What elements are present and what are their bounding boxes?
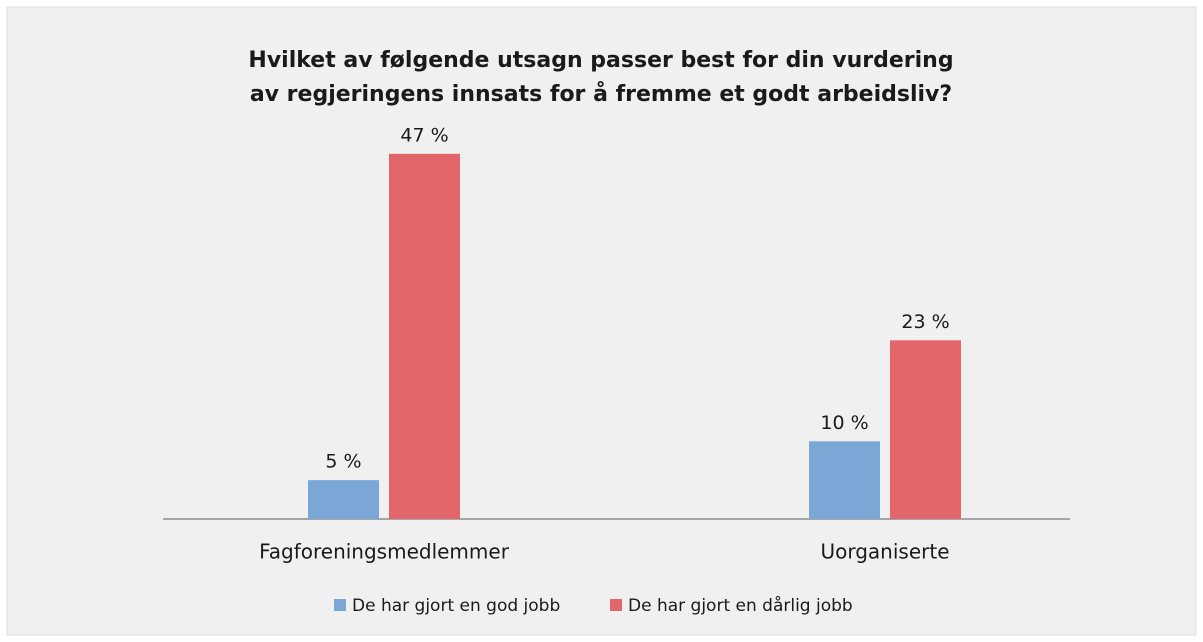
bar [890,340,961,519]
chart-title: Hvilket av følgende utsagn passer best f… [248,48,953,73]
legend-swatch [610,599,622,611]
data-label: 5 % [325,451,361,473]
legend-label: De har gjort en god jobb [352,596,560,616]
bar [389,153,460,519]
bar [809,441,880,519]
chart-background [6,6,1197,636]
data-label: 23 % [901,311,949,333]
x-tick-label: Fagforeningsmedlemmer [259,540,510,564]
legend-swatch [334,599,346,611]
data-label: 47 % [400,124,448,146]
bar [308,480,379,519]
legend-label: De har gjort en dårlig jobb [628,595,853,616]
data-label: 10 % [820,412,868,434]
x-tick-label: Uorganiserte [820,540,949,564]
chart-title: av regjeringens innsats for å fremme et … [250,81,952,107]
